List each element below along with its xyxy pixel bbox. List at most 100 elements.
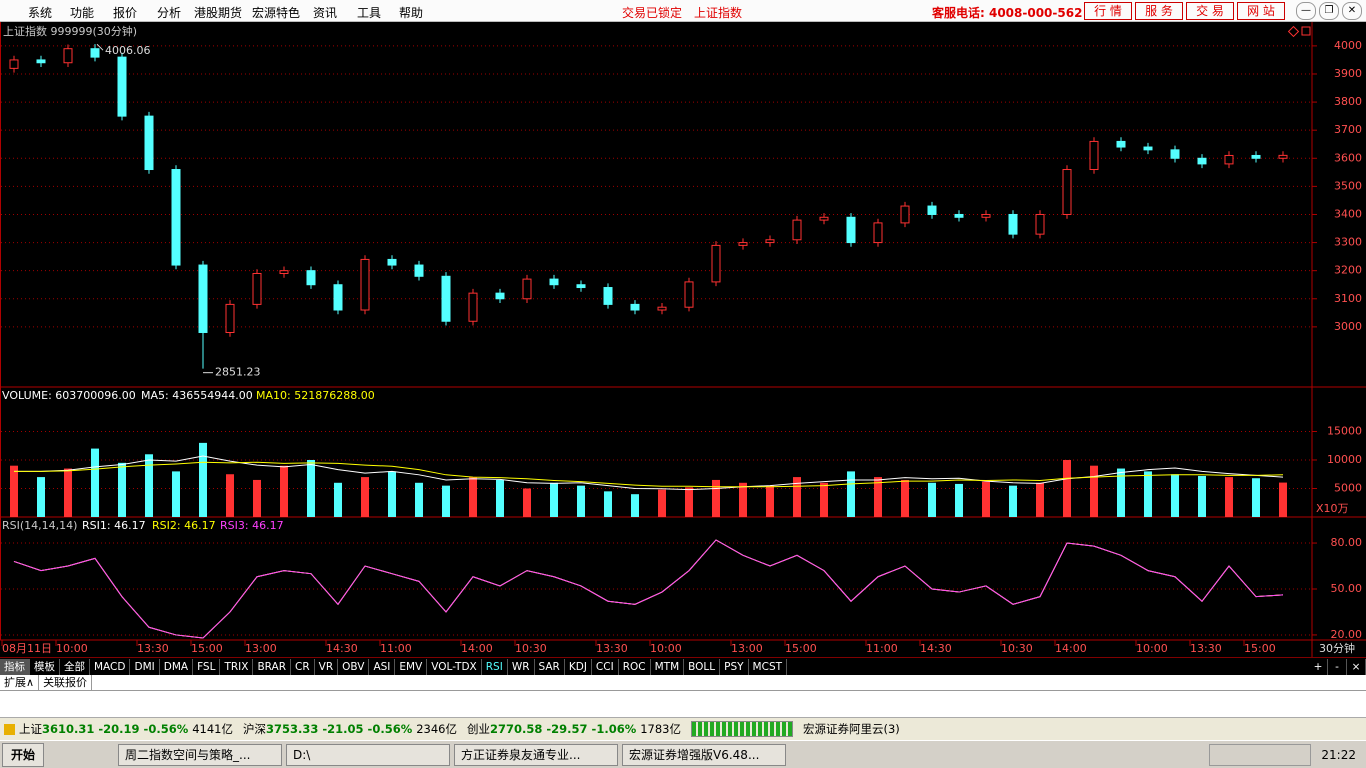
volume-bar	[1171, 474, 1179, 517]
nav-button[interactable]: 服 务	[1135, 2, 1183, 20]
sub-tab[interactable]: 关联报价	[39, 675, 93, 690]
menu-item[interactable]: 功能	[70, 6, 95, 20]
candle-body	[495, 292, 505, 300]
candle-body	[603, 287, 613, 305]
indicator-tab[interactable]: BRAR	[253, 658, 291, 675]
icon[interactable]	[1301, 26, 1311, 36]
menu-item[interactable]: 资讯	[313, 6, 338, 20]
indicator-tab[interactable]: 全部	[60, 658, 90, 675]
indicator-tab[interactable]: DMI	[130, 658, 160, 675]
volume-bar	[415, 482, 423, 517]
indicator-tab[interactable]: 模板	[30, 658, 60, 675]
volume-bar	[1117, 468, 1125, 517]
menu-item[interactable]: 宏源特色	[252, 6, 301, 20]
index-change: -29.57	[546, 722, 588, 736]
volume-bar	[1198, 475, 1206, 517]
start-button[interactable]: 开始	[2, 742, 45, 767]
hotline: 客服电话: 4008-000-562	[932, 6, 1083, 20]
window-control[interactable]: —	[1296, 2, 1316, 20]
indicator-tab[interactable]: CR	[291, 658, 315, 675]
candle-body	[360, 258, 370, 311]
volume-bar	[442, 485, 450, 517]
indicator-tab[interactable]: RSI	[482, 658, 508, 675]
menu-item[interactable]: 分析	[157, 6, 182, 20]
candle-body	[387, 258, 397, 266]
sub-tab[interactable]: 扩展∧	[0, 675, 40, 690]
menu-item[interactable]: 系统	[28, 6, 53, 20]
candle-body	[36, 59, 46, 64]
indicator-tab[interactable]: BOLL	[684, 658, 721, 675]
y-tick-label: 5000	[1334, 481, 1362, 494]
menu-item[interactable]: 港股期货	[194, 6, 243, 20]
annotation: 4006.06	[105, 44, 151, 57]
nav-button[interactable]: 网 站	[1237, 2, 1285, 20]
indicator-tab[interactable]: ROC	[619, 658, 651, 675]
menu-item[interactable]: 帮助	[399, 6, 424, 20]
window-control[interactable]: ✕	[1342, 2, 1362, 20]
icon[interactable]	[1287, 25, 1300, 38]
volume-bar	[118, 462, 126, 517]
task-button[interactable]: D:\	[286, 743, 451, 766]
candle-body	[441, 275, 451, 322]
candle-body	[819, 216, 829, 221]
indicator-tab[interactable]: 指标	[0, 658, 30, 675]
task-button[interactable]: 周二指数空间与策略_...	[118, 743, 283, 766]
x-tick-label: 10:30	[515, 642, 547, 655]
indicator-tab[interactable]: SAR	[535, 658, 565, 675]
candle-body	[522, 278, 532, 300]
candle-body	[117, 56, 127, 117]
volume-bar	[982, 481, 990, 517]
index-name: 上证	[19, 722, 42, 736]
tab-control[interactable]: ×	[1347, 658, 1366, 675]
volume-bar	[226, 474, 234, 517]
x-tick-label: 14:30	[920, 642, 952, 655]
nav-button[interactable]: 行 情	[1084, 2, 1132, 20]
candle-body	[549, 278, 559, 286]
indicator-tab[interactable]: VOL-TDX	[427, 658, 482, 675]
task-button[interactable]: 宏源证券增强版V6.48...	[622, 743, 787, 766]
window-control[interactable]: ❐	[1319, 2, 1339, 20]
indicator-tab[interactable]: EMV	[395, 658, 428, 675]
meter	[691, 721, 793, 737]
indicator-tab[interactable]: KDJ	[565, 658, 592, 675]
tab-control[interactable]: -	[1328, 658, 1347, 675]
x-tick-label: 08月11日	[2, 642, 52, 655]
tab-control[interactable]: +	[1309, 658, 1328, 675]
volume-bar	[10, 465, 18, 517]
indicator-tab[interactable]: WR	[508, 658, 535, 675]
annotation-arrow	[96, 43, 104, 51]
index-amount: 1783亿	[640, 722, 681, 736]
indicator-tab[interactable]: PSY	[720, 658, 749, 675]
index-change: -21.05	[322, 722, 364, 736]
candle-body	[684, 281, 694, 308]
volume-bar	[955, 483, 963, 517]
index-name: 沪深	[243, 722, 266, 736]
candle-body	[63, 48, 73, 64]
menu-item[interactable]: 报价	[113, 6, 138, 20]
x-tick-label: 13:30	[137, 642, 169, 655]
x-tick-label: 13:00	[245, 642, 277, 655]
indicator-tab[interactable]: DMA	[160, 658, 194, 675]
menu-item[interactable]: 工具	[357, 6, 382, 20]
indicator-tab[interactable]: CCI	[592, 658, 619, 675]
index-price: 3753.33	[266, 722, 319, 736]
indicator-tab[interactable]: TRIX	[220, 658, 254, 675]
indicator-tab[interactable]: FSL	[193, 658, 221, 675]
indicator-tab[interactable]: MCST	[749, 658, 788, 675]
volume-bar	[1090, 465, 1098, 517]
volume-bar	[64, 468, 72, 517]
candle-body	[900, 205, 910, 224]
y-tick-label: 3300	[1334, 236, 1362, 249]
indicator-tab[interactable]: OBV	[338, 658, 370, 675]
volume-bar	[280, 465, 288, 517]
indicator-tab[interactable]: MACD	[90, 658, 131, 675]
indicator-tab[interactable]: ASI	[369, 658, 396, 675]
y-tick-label: 3000	[1334, 320, 1362, 333]
task-button[interactable]: 方正证券泉友通专业...	[454, 743, 619, 766]
nav-button[interactable]: 交 易	[1186, 2, 1234, 20]
indicator-tab[interactable]: VR	[315, 658, 339, 675]
candle-body	[252, 272, 262, 305]
indicator-tab[interactable]: MTM	[651, 658, 685, 675]
y-tick-label: 3200	[1334, 264, 1362, 277]
